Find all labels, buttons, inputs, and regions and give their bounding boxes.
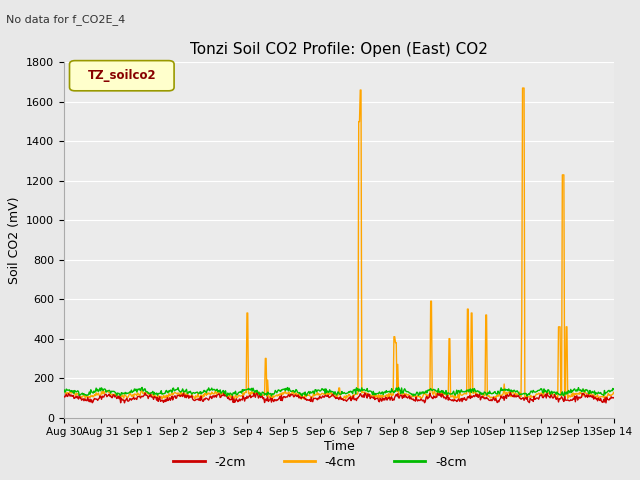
X-axis label: Time: Time xyxy=(324,440,355,453)
Text: No data for f_CO2E_4: No data for f_CO2E_4 xyxy=(6,14,125,25)
Title: Tonzi Soil CO2 Profile: Open (East) CO2: Tonzi Soil CO2 Profile: Open (East) CO2 xyxy=(190,42,488,57)
Legend: -2cm, -4cm, -8cm: -2cm, -4cm, -8cm xyxy=(168,451,472,474)
Y-axis label: Soil CO2 (mV): Soil CO2 (mV) xyxy=(8,196,20,284)
FancyBboxPatch shape xyxy=(70,60,174,91)
Text: TZ_soilco2: TZ_soilco2 xyxy=(88,69,156,82)
